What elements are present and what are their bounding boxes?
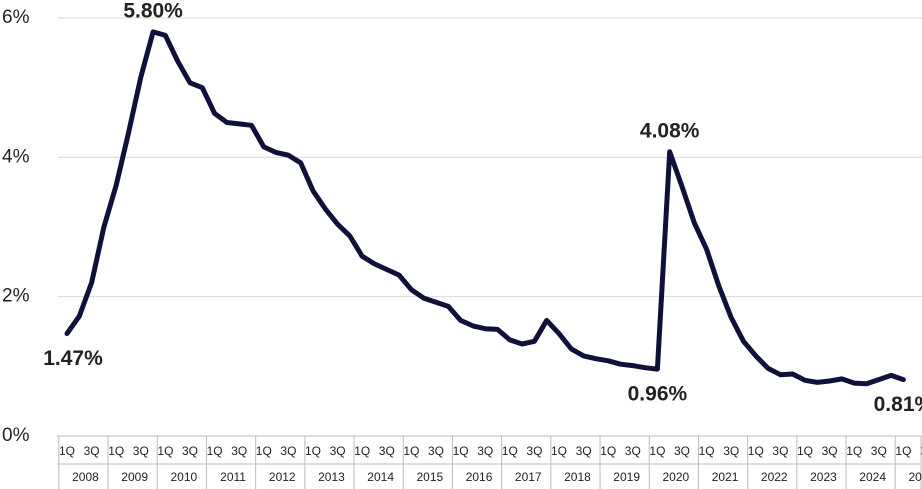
x-tick-label: 1Q [207, 444, 223, 458]
data-line [64, 29, 906, 387]
x-tick-label: 1Q [403, 444, 419, 458]
x-tick-label: 3Q [625, 444, 641, 458]
year-label: 2021 [712, 470, 739, 484]
x-tick-label: 3Q [84, 444, 100, 458]
x-tick-label: 3Q [133, 444, 149, 458]
x-tick-label: 1Q [846, 444, 862, 458]
x-tick-label: 3Q [280, 444, 296, 458]
year-label: 2008 [72, 470, 99, 484]
x-tick-label: 1Q [157, 444, 173, 458]
x-tick-label: 3Q [477, 444, 493, 458]
year-label: 2024 [859, 470, 886, 484]
year-label: 2023 [810, 470, 837, 484]
x-tick-label: 3Q [871, 444, 887, 458]
value-label: 5.80% [123, 0, 183, 22]
year-label: 2022 [761, 470, 788, 484]
x-tick-label: 1Q [649, 444, 665, 458]
x-tick-label: 1Q [502, 444, 518, 458]
year-label: 2014 [367, 470, 394, 484]
x-tick-label: 3Q [330, 444, 346, 458]
x-tick-label: 1Q [699, 444, 715, 458]
x-tick-label: 3Q [231, 444, 247, 458]
x-tick-label: 1Q [600, 444, 616, 458]
value-label: 1.47% [43, 347, 103, 370]
x-tick-label: 1Q [305, 444, 321, 458]
x-tick-label: 1Q [59, 444, 75, 458]
x-tick-label: 1Q [551, 444, 567, 458]
x-tick-label: 3Q [182, 444, 198, 458]
year-label: 2013 [318, 470, 345, 484]
x-tick-label: 1Q [256, 444, 272, 458]
year-label: 2010 [170, 470, 197, 484]
year-label: 2015 [416, 470, 443, 484]
year-label: 2011 [220, 470, 246, 484]
x-tick-label: 3Q [674, 444, 690, 458]
year-label: 2016 [466, 470, 493, 484]
x-tick-label: 1Q [453, 444, 469, 458]
value-label: 4.08% [640, 119, 700, 142]
y-tick-label: 0% [2, 425, 30, 446]
y-tick-label: 2% [2, 286, 30, 307]
value-label: 0.96% [628, 383, 688, 406]
x-tick-label: 1Q [354, 444, 370, 458]
x-tick-label: 1Q [108, 444, 124, 458]
year-label: 2020 [662, 470, 689, 484]
x-tick-label: 1Q [797, 444, 813, 458]
x-tick-label: 1Q [748, 444, 764, 458]
year-label: 2012 [269, 470, 296, 484]
year-label: 2019 [613, 470, 640, 484]
x-tick-label: 3Q [526, 444, 542, 458]
year-label: 2025 [908, 470, 922, 484]
x-tick-label: 1Q [895, 444, 911, 458]
y-tick-label: 6% [2, 7, 30, 28]
year-label: 2017 [515, 470, 542, 484]
x-tick-label: 3Q [772, 444, 788, 458]
y-tick-label: 4% [2, 146, 30, 167]
x-tick-label: 3Q [723, 444, 739, 458]
x-tick-label: 3Q [576, 444, 592, 458]
x-tick-label: 3Q [379, 444, 395, 458]
x-tick-label: 3Q [822, 444, 838, 458]
year-label: 2018 [564, 470, 591, 484]
year-label: 2009 [121, 470, 148, 484]
value-label: 0.81% [874, 393, 922, 416]
x-tick-label: 3Q [428, 444, 444, 458]
